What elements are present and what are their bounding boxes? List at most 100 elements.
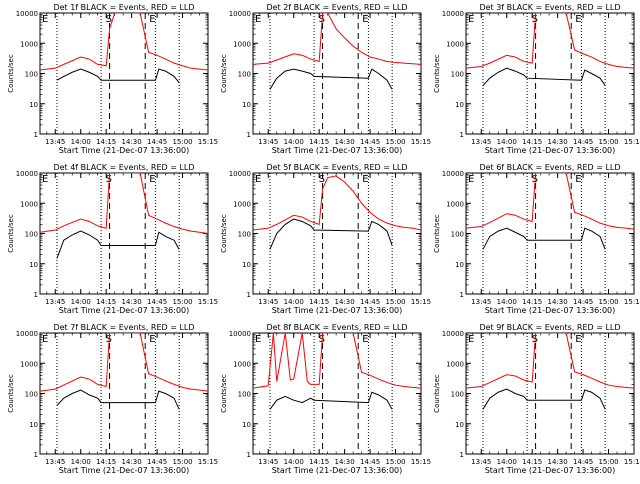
y-tick-label: 100 — [451, 71, 464, 79]
y-tick-label: 1000 — [233, 200, 251, 208]
y-tick-label: 1000 — [446, 200, 464, 208]
events-series-line — [482, 227, 606, 250]
plot-frame — [252, 12, 422, 135]
x-tick-label: 14:15 — [96, 458, 116, 466]
plot-frame — [39, 332, 209, 455]
y-tick-label: 100 — [238, 71, 251, 79]
events-series-line — [56, 68, 180, 83]
panel-title: Det 1f BLACK = Events, RED = LLD — [53, 3, 194, 12]
x-tick-label: 14:00 — [284, 138, 304, 146]
x-tick-label: 13:45 — [258, 458, 278, 466]
x-tick-label: 15:00 — [598, 458, 618, 466]
y-tick-label: 100 — [451, 391, 464, 399]
x-tick-label: 13:45 — [45, 138, 65, 146]
lld-series-line — [466, 333, 634, 389]
y-axis-label: Counts/sec — [7, 214, 15, 253]
y-tick-label: 10000 — [442, 10, 464, 18]
x-tick-label: 14:30 — [335, 458, 355, 466]
detector-panel-8: Det 8f BLACK = Events, RED = LLD 1 10 100 10… — [220, 323, 431, 475]
y-tick-label: 10 — [242, 261, 251, 269]
panel-title: Det 7f BLACK = Events, RED = LLD — [53, 323, 194, 332]
x-tick-label: 14:45 — [147, 138, 167, 146]
detector-panel-3: Det 3f BLACK = Events, RED = LLD 1 10 100 10… — [433, 3, 640, 155]
x-axis-label: Start Time (21-Dec-07 13:36:00) — [485, 306, 616, 315]
panel-title: Det 8f BLACK = Events, RED = LLD — [266, 323, 407, 332]
y-tick-label: 1000 — [446, 40, 464, 48]
x-tick-label: 14:30 — [335, 138, 355, 146]
marker-label-e-right: E — [362, 174, 368, 185]
y-axis-label: Counts/sec — [7, 54, 15, 93]
lld-series-line — [466, 13, 634, 69]
x-tick-label: 14:15 — [522, 458, 542, 466]
x-tick-label: 14:15 — [309, 298, 329, 306]
y-tick-label: 1 — [460, 291, 464, 299]
y-tick-label: 100 — [238, 231, 251, 239]
x-axis-label: Start Time (21-Dec-07 13:36:00) — [59, 306, 190, 315]
marker-label-e-left: E — [468, 14, 474, 25]
panel-title: Det 3f BLACK = Events, RED = LLD — [479, 3, 620, 12]
marker-label-e-left: E — [42, 334, 48, 345]
panel-title: Det 9f BLACK = Events, RED = LLD — [479, 323, 620, 332]
x-tick-label: 15:15 — [411, 458, 431, 466]
y-tick-label: 10 — [455, 421, 464, 429]
marker-label-s: S — [106, 14, 112, 25]
x-tick-label: 14:30 — [548, 138, 568, 146]
y-tick-label: 1 — [247, 451, 251, 459]
detector-panel-6: Det 6f BLACK = Events, RED = LLD 1 10 100 10… — [433, 163, 640, 315]
x-tick-label: 14:45 — [147, 458, 167, 466]
y-tick-label: 1 — [460, 131, 464, 139]
y-axis-label: Counts/sec — [7, 374, 15, 413]
y-tick-label: 1000 — [20, 360, 38, 368]
detector-panel-2: Det 2f BLACK = Events, RED = LLD 1 10 100 10… — [220, 3, 431, 155]
x-tick-label: 14:45 — [360, 458, 380, 466]
y-tick-label: 1000 — [20, 200, 38, 208]
y-tick-label: 1000 — [20, 40, 38, 48]
x-tick-label: 14:00 — [284, 298, 304, 306]
marker-label-e-right: E — [575, 334, 581, 345]
lld-series-line — [40, 333, 208, 392]
x-tick-label: 14:15 — [309, 458, 329, 466]
lld-series-line — [466, 173, 634, 230]
marker-label-e-right: E — [149, 174, 155, 185]
x-axis-label: Start Time (21-Dec-07 13:36:00) — [485, 146, 616, 155]
x-tick-label: 15:15 — [624, 138, 640, 146]
events-series-line — [482, 388, 606, 410]
x-tick-label: 13:45 — [471, 298, 491, 306]
lld-series-line — [40, 173, 208, 234]
x-tick-label: 14:00 — [71, 298, 91, 306]
x-tick-label: 14:15 — [96, 298, 116, 306]
y-tick-label: 10000 — [16, 10, 38, 18]
marker-label-e-right: E — [362, 14, 368, 25]
y-tick-label: 100 — [25, 231, 38, 239]
x-tick-label: 15:00 — [172, 298, 192, 306]
y-tick-label: 10 — [455, 101, 464, 109]
marker-label-e-right: E — [149, 334, 155, 345]
detector-panel-7: Det 7f BLACK = Events, RED = LLD 1 10 100 10… — [7, 323, 218, 475]
x-axis-label: Start Time (21-Dec-07 13:36:00) — [272, 146, 403, 155]
x-tick-label: 14:45 — [147, 298, 167, 306]
y-tick-label: 100 — [25, 391, 38, 399]
x-tick-label: 14:45 — [360, 298, 380, 306]
x-tick-label: 13:45 — [45, 458, 65, 466]
x-tick-label: 14:45 — [573, 298, 593, 306]
x-tick-label: 14:00 — [284, 458, 304, 466]
lld-series-line — [253, 175, 421, 231]
marker-label-e-left: E — [42, 174, 48, 185]
plot-frame — [465, 172, 635, 295]
y-axis-label: Counts/sec — [220, 54, 228, 93]
events-series-line — [56, 389, 180, 410]
x-axis-label: Start Time (21-Dec-07 13:36:00) — [485, 466, 616, 475]
x-tick-label: 15:15 — [198, 298, 218, 306]
x-tick-label: 14:45 — [360, 138, 380, 146]
detector-panel-5: Det 5f BLACK = Events, RED = LLD 1 10 100 10… — [220, 163, 431, 315]
detector-panel-9: Det 9f BLACK = Events, RED = LLD 1 10 100 10… — [433, 323, 640, 475]
lld-series-line — [253, 13, 421, 65]
x-tick-label: 14:00 — [71, 458, 91, 466]
y-tick-label: 10 — [29, 421, 38, 429]
x-tick-label: 14:30 — [122, 138, 142, 146]
x-tick-label: 14:45 — [573, 138, 593, 146]
events-series-line — [269, 68, 393, 90]
x-axis-label: Start Time (21-Dec-07 13:36:00) — [59, 146, 190, 155]
x-tick-label: 14:30 — [335, 298, 355, 306]
